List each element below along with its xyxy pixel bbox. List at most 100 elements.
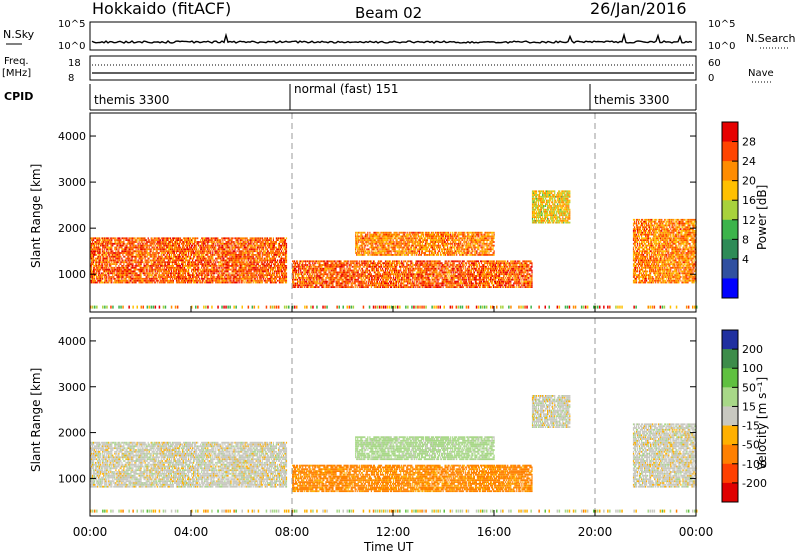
power-cell xyxy=(108,272,110,275)
power-cell xyxy=(192,250,194,253)
power-cell xyxy=(108,276,110,278)
power-cell xyxy=(302,278,304,281)
power-cell xyxy=(230,274,232,276)
power-cell xyxy=(172,261,174,264)
power-cell xyxy=(131,254,133,256)
power-cell xyxy=(102,263,104,265)
power-cell xyxy=(312,282,314,285)
power-cell xyxy=(209,255,211,258)
power-cell xyxy=(259,270,261,273)
power-cell xyxy=(170,266,172,269)
power-cell xyxy=(201,244,203,247)
power-cell xyxy=(273,246,275,249)
power-cell xyxy=(167,241,169,243)
power-cell xyxy=(284,255,287,258)
power-cell xyxy=(212,255,214,258)
power-cell xyxy=(119,279,121,282)
power-cell xyxy=(160,242,162,245)
power-cell xyxy=(162,237,164,240)
power-cell xyxy=(283,263,286,265)
power-cell xyxy=(220,265,222,267)
power-cell xyxy=(347,271,349,274)
power-cell xyxy=(340,265,342,268)
power-cell xyxy=(165,277,167,280)
power-cell xyxy=(119,276,121,278)
power-cell xyxy=(209,244,211,247)
power-cell xyxy=(266,242,268,245)
power-cell xyxy=(270,268,272,271)
power-cell xyxy=(361,262,363,265)
power-cell xyxy=(364,271,366,274)
power-cell xyxy=(204,277,206,280)
power-cell xyxy=(246,277,248,280)
power-cell xyxy=(204,241,206,243)
power-cell xyxy=(278,246,281,249)
power-cell xyxy=(135,248,137,251)
power-cell xyxy=(168,263,170,265)
power-cell xyxy=(277,266,280,269)
power-cell xyxy=(150,242,152,245)
power-cell xyxy=(154,261,156,264)
power-cell xyxy=(102,265,104,267)
power-cell xyxy=(255,259,257,262)
power-cell xyxy=(165,266,167,269)
power-cell xyxy=(158,277,160,280)
power-cell xyxy=(167,274,169,276)
power-cell xyxy=(187,265,189,267)
power-cell xyxy=(172,265,174,267)
power-cell xyxy=(259,246,261,249)
power-cell xyxy=(187,244,189,247)
power-cell xyxy=(343,265,345,268)
power-cell xyxy=(329,260,331,263)
power-cell xyxy=(234,257,236,260)
power-cell xyxy=(103,270,105,273)
power-cell xyxy=(236,246,238,249)
power-cell xyxy=(293,275,295,277)
power-cell xyxy=(282,239,285,241)
power-cell xyxy=(348,280,350,283)
power-cell xyxy=(237,261,239,264)
power-cell xyxy=(117,266,119,269)
power-cell xyxy=(180,257,183,260)
power-cell xyxy=(248,266,250,269)
power-cell xyxy=(254,239,256,241)
power-cell xyxy=(97,239,99,241)
power-cell xyxy=(283,276,286,278)
power-cell xyxy=(261,279,263,282)
power-cell xyxy=(366,262,368,265)
power-cell xyxy=(162,270,164,273)
power-cell xyxy=(346,275,348,277)
power-cell xyxy=(353,282,355,285)
power-cell xyxy=(263,261,265,264)
power-cell xyxy=(173,241,175,243)
power-cell xyxy=(340,277,342,279)
power-cell xyxy=(259,274,261,276)
power-cell xyxy=(118,250,120,253)
power-cell xyxy=(241,237,243,240)
power-cell xyxy=(317,265,319,268)
power-cell xyxy=(282,257,285,260)
power-cell xyxy=(316,267,318,270)
power-cell xyxy=(194,266,196,269)
power-cell xyxy=(293,280,295,283)
power-cell xyxy=(285,252,288,254)
power-cell xyxy=(111,261,113,264)
power-cell xyxy=(111,259,113,262)
power-cell xyxy=(143,277,145,280)
power-cell xyxy=(104,241,106,243)
power-cell xyxy=(136,246,138,249)
power-cell xyxy=(350,284,352,287)
power-cell xyxy=(280,241,283,243)
power-cell xyxy=(273,252,275,254)
power-cell xyxy=(343,262,345,265)
power-cell xyxy=(184,265,187,267)
power-cell xyxy=(323,260,325,263)
power-cell xyxy=(207,276,209,278)
power-cell xyxy=(158,281,160,284)
power-cell xyxy=(270,281,272,284)
power-cell xyxy=(329,277,331,279)
power-cell xyxy=(273,277,275,280)
power-cell xyxy=(213,246,215,249)
power-cell xyxy=(228,246,230,249)
power-cell xyxy=(92,252,94,254)
